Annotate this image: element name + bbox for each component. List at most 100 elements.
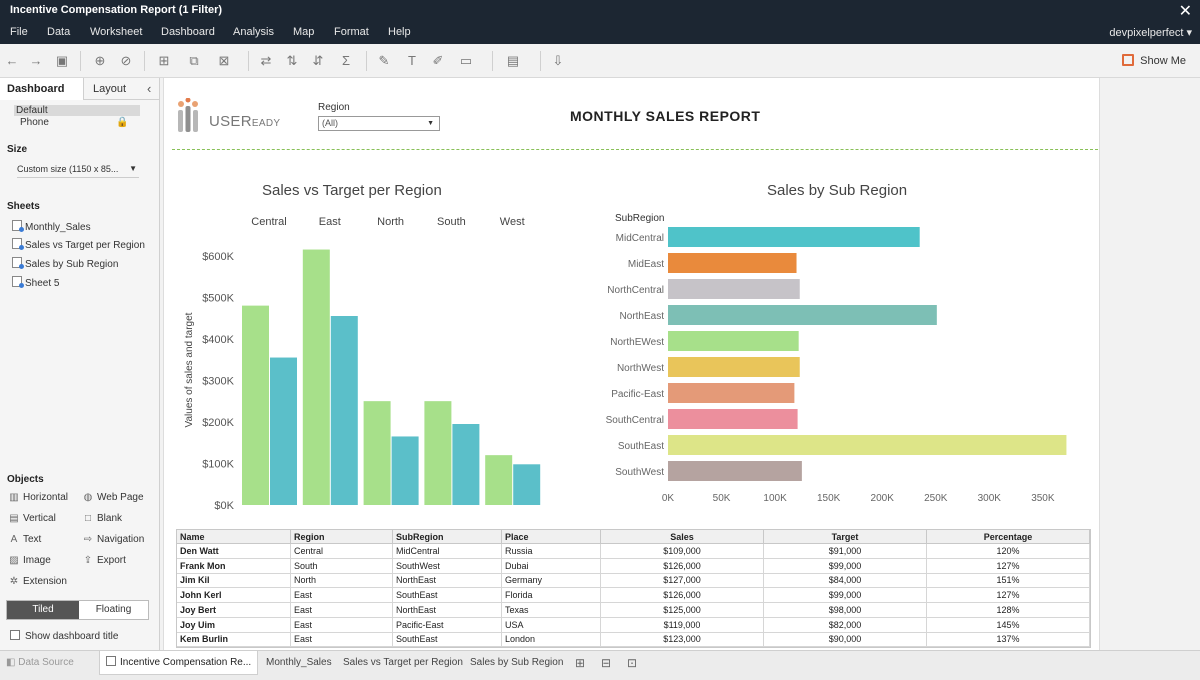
collapse-icon[interactable]: ‹ [147, 81, 152, 96]
highlight-icon[interactable]: ✎ [378, 53, 390, 68]
sheet-item[interactable]: Sheet 5 [12, 276, 59, 289]
table-cell: Texas [502, 602, 601, 618]
tiled-button[interactable]: Tiled [7, 601, 79, 619]
pause-updates-icon[interactable]: ⊘ [120, 53, 132, 68]
table-cell: $109,000 [601, 544, 764, 559]
clear-sheet-icon[interactable]: ⊠ [218, 53, 230, 68]
menu-file[interactable]: File [10, 26, 28, 38]
y-tick-label: $600K [202, 251, 234, 263]
image-icon: ▨ [9, 555, 19, 566]
object-horizontal[interactable]: ▥ Horizontal [9, 492, 69, 503]
new-datasource-icon[interactable]: ⊕ [94, 53, 106, 68]
menu-bar: File Data Worksheet Dashboard Analysis M… [0, 22, 1200, 44]
object-navigation[interactable]: ⇨ Navigation [83, 534, 145, 545]
table-cell: Den Watt [177, 544, 291, 559]
device-phone[interactable]: Phone [20, 117, 49, 128]
table-cell: Florida [502, 588, 601, 604]
table-cell: Pacific-East [393, 617, 502, 633]
back-icon[interactable]: ← [5, 53, 19, 68]
table-cell: East [291, 617, 393, 633]
tab-layout[interactable]: Layout [93, 83, 127, 95]
checkbox-icon[interactable] [10, 630, 20, 640]
duplicate-icon[interactable]: ⧉ [189, 53, 199, 68]
subregion-label: NorthWest [617, 363, 664, 374]
swap-icon[interactable]: ⇄ [260, 53, 272, 68]
category-label: South [437, 216, 466, 228]
sort-desc-icon[interactable]: ⇵ [312, 53, 324, 68]
close-icon[interactable]: ✕ [1178, 3, 1192, 20]
tab-sales-by-subregion[interactable]: Sales by Sub Region [470, 657, 564, 668]
table-cell: South [291, 558, 393, 574]
chevron-down-icon: ▼ [129, 164, 137, 173]
menu-dashboard[interactable]: Dashboard [161, 26, 215, 38]
menu-worksheet[interactable]: Worksheet [90, 26, 143, 38]
object-image[interactable]: ▨ Image [9, 555, 51, 566]
object-webpage[interactable]: ◍ Web Page [83, 492, 144, 503]
device-default[interactable]: Default [14, 105, 140, 116]
new-dashboard-icon[interactable]: ⊟ [600, 656, 612, 670]
size-dropdown[interactable]: Custom size (1150 x 85... ▼ [17, 164, 139, 178]
object-export[interactable]: ⇪ Export [83, 555, 126, 566]
column-header[interactable]: Place [502, 530, 601, 544]
sort-asc-icon[interactable]: ⇅ [286, 53, 298, 68]
share-icon[interactable]: ⇩ [552, 53, 564, 68]
menu-help[interactable]: Help [388, 26, 411, 38]
sales-vs-target-chart: $0K $100K $200K $300K $400K $500K $600K Values … [184, 216, 541, 512]
object-blank[interactable]: □ Blank [82, 513, 122, 524]
object-vertical[interactable]: ▤ Vertical [9, 513, 56, 524]
column-header[interactable]: SubRegion [393, 530, 502, 544]
table-cell: 120% [927, 544, 1090, 559]
tab-dashboard[interactable]: Dashboard [0, 78, 84, 100]
subregion-label: NorthCentral [607, 285, 664, 296]
x-tick-label: 150K [817, 493, 841, 504]
table-cell: North [291, 573, 393, 589]
tab-monthly-sales[interactable]: Monthly_Sales [266, 657, 332, 668]
window-titlebar: Incentive Compensation Report (1 Filter)… [0, 0, 1200, 22]
column-header[interactable]: Percentage [927, 530, 1090, 544]
show-dashboard-title-checkbox[interactable]: Show dashboard title [10, 630, 118, 642]
region-filter-dropdown[interactable]: (All) ▼ [318, 116, 440, 131]
menu-analysis[interactable]: Analysis [233, 26, 274, 38]
presentation-icon[interactable]: ▤ [506, 53, 520, 68]
column-header[interactable]: Region [291, 530, 393, 544]
x-tick-label: 350K [1031, 493, 1055, 504]
y-tick-label: $0K [214, 500, 234, 512]
object-extension[interactable]: ✲ Extension [9, 576, 67, 587]
table-cell: SouthEast [393, 588, 502, 604]
menu-data[interactable]: Data [47, 26, 71, 38]
menu-map[interactable]: Map [293, 26, 315, 38]
show-me-button[interactable]: Show Me [1122, 54, 1186, 67]
table-cell: $119,000 [601, 617, 764, 633]
sheet-item[interactable]: Sales by Sub Region [12, 257, 118, 270]
column-header[interactable]: Name [177, 530, 291, 544]
labels-icon[interactable]: T [408, 53, 416, 68]
bar [668, 357, 800, 377]
sheet-item[interactable]: Sales vs Target per Region [12, 238, 145, 251]
column-header[interactable]: Target [764, 530, 927, 544]
object-text[interactable]: A Text [8, 534, 42, 545]
new-story-icon[interactable]: ⊡ [626, 656, 638, 670]
table-cell: $126,000 [601, 558, 764, 574]
tab-sales-vs-target[interactable]: Sales vs Target per Region [343, 657, 463, 668]
totals-icon[interactable]: Σ [341, 53, 351, 68]
fit-icon[interactable]: ▭ [459, 53, 473, 68]
user-menu[interactable]: devpixelperfect ▾ [1109, 27, 1192, 39]
sheet-item[interactable]: Monthly_Sales [12, 220, 91, 233]
save-icon[interactable]: ▣ [55, 53, 69, 68]
menu-format[interactable]: Format [334, 26, 369, 38]
format-icon[interactable]: ✐ [432, 53, 444, 68]
new-sheet-icon[interactable]: ⊞ [574, 656, 586, 670]
new-worksheet-icon[interactable]: ⊞ [158, 53, 170, 68]
bar [270, 357, 297, 505]
size-header: Size [7, 144, 28, 155]
sheet-tab-bar: ◧ Data Source Incentive Compensation Re.… [0, 650, 1200, 680]
table-cell: Joy Uim [177, 617, 291, 633]
column-header[interactable]: Sales [601, 530, 764, 544]
bar [485, 455, 513, 505]
tab-active-dashboard[interactable]: Incentive Compensation Re... [99, 651, 259, 675]
forward-icon[interactable]: → [29, 53, 43, 68]
table-cell: 128% [927, 602, 1090, 618]
bar [363, 401, 391, 505]
data-source-tab[interactable]: ◧ Data Source [6, 657, 74, 668]
floating-button[interactable]: Floating [95, 604, 132, 615]
